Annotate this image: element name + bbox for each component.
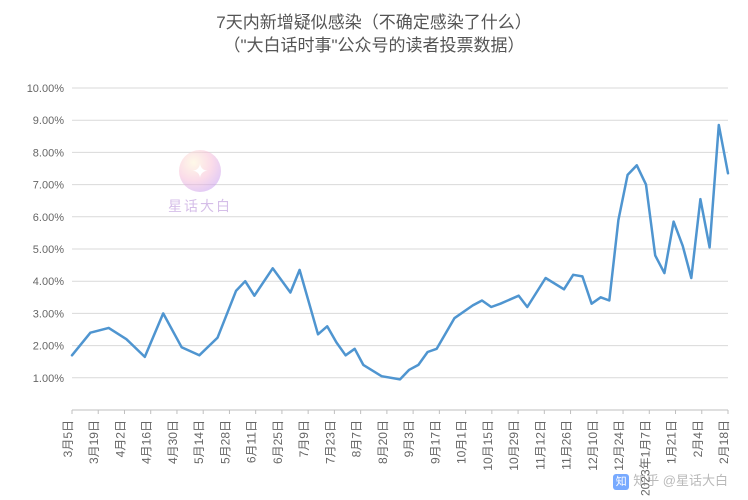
svg-text:8.00%: 8.00% <box>33 147 64 159</box>
svg-text:4.00%: 4.00% <box>33 276 64 288</box>
svg-text:5月28日: 5月28日 <box>218 420 232 464</box>
svg-text:6月25日: 6月25日 <box>271 420 285 464</box>
svg-text:6月11日: 6月11日 <box>245 420 259 463</box>
svg-text:5月14日: 5月14日 <box>192 420 206 464</box>
svg-text:2月4日: 2月4日 <box>691 420 705 457</box>
svg-text:7月23日: 7月23日 <box>323 420 337 464</box>
svg-text:3月5日: 3月5日 <box>61 420 75 457</box>
svg-text:11月12日: 11月12日 <box>533 420 547 470</box>
svg-text:2.00%: 2.00% <box>33 341 64 353</box>
svg-text:2023年1月7日: 2023年1月7日 <box>638 420 652 496</box>
chart-svg: 1.00% 2.00% 3.00% 4.00% 5.00% 6.00% 7.00% 8.00%… <box>0 0 748 500</box>
svg-text:2月18日: 2月18日 <box>717 420 731 464</box>
chart-title: 7天内新增疑似感染（不确定感染了什么） （"大白话时事"公众号的读者投票数据） <box>0 12 748 58</box>
svg-text:10.00%: 10.00% <box>27 83 65 95</box>
svg-text:10月29日: 10月29日 <box>507 420 521 471</box>
svg-text:9月17日: 9月17日 <box>428 420 442 464</box>
svg-text:9月3日: 9月3日 <box>402 420 416 457</box>
svg-text:7月9日: 7月9日 <box>297 420 311 457</box>
svg-text:6.00%: 6.00% <box>33 212 64 224</box>
chart-container: 7天内新增疑似感染（不确定感染了什么） （"大白话时事"公众号的读者投票数据） … <box>0 0 748 500</box>
svg-text:12月24日: 12月24日 <box>612 420 626 471</box>
svg-text:8月7日: 8月7日 <box>350 420 364 457</box>
svg-text:3.00%: 3.00% <box>33 308 64 320</box>
svg-text:10月15日: 10月15日 <box>481 420 495 471</box>
svg-text:1.00%: 1.00% <box>33 373 64 385</box>
svg-text:9.00%: 9.00% <box>33 115 64 127</box>
svg-text:3月19日: 3月19日 <box>87 420 101 464</box>
svg-text:10月1日: 10月1日 <box>455 420 469 464</box>
svg-text:4月30日: 4月30日 <box>166 420 180 464</box>
svg-text:4月16日: 4月16日 <box>140 420 154 464</box>
svg-text:7.00%: 7.00% <box>33 180 64 192</box>
title-line-1: 7天内新增疑似感染（不确定感染了什么） <box>0 12 748 35</box>
svg-text:4月2日: 4月2日 <box>113 420 127 457</box>
svg-text:12月10日: 12月10日 <box>586 420 600 471</box>
svg-text:11月26日: 11月26日 <box>560 420 574 470</box>
svg-text:8月20日: 8月20日 <box>376 420 390 464</box>
svg-text:1月21日: 1月21日 <box>665 420 679 464</box>
svg-text:5.00%: 5.00% <box>33 244 64 256</box>
title-line-2: （"大白话时事"公众号的读者投票数据） <box>0 35 748 58</box>
